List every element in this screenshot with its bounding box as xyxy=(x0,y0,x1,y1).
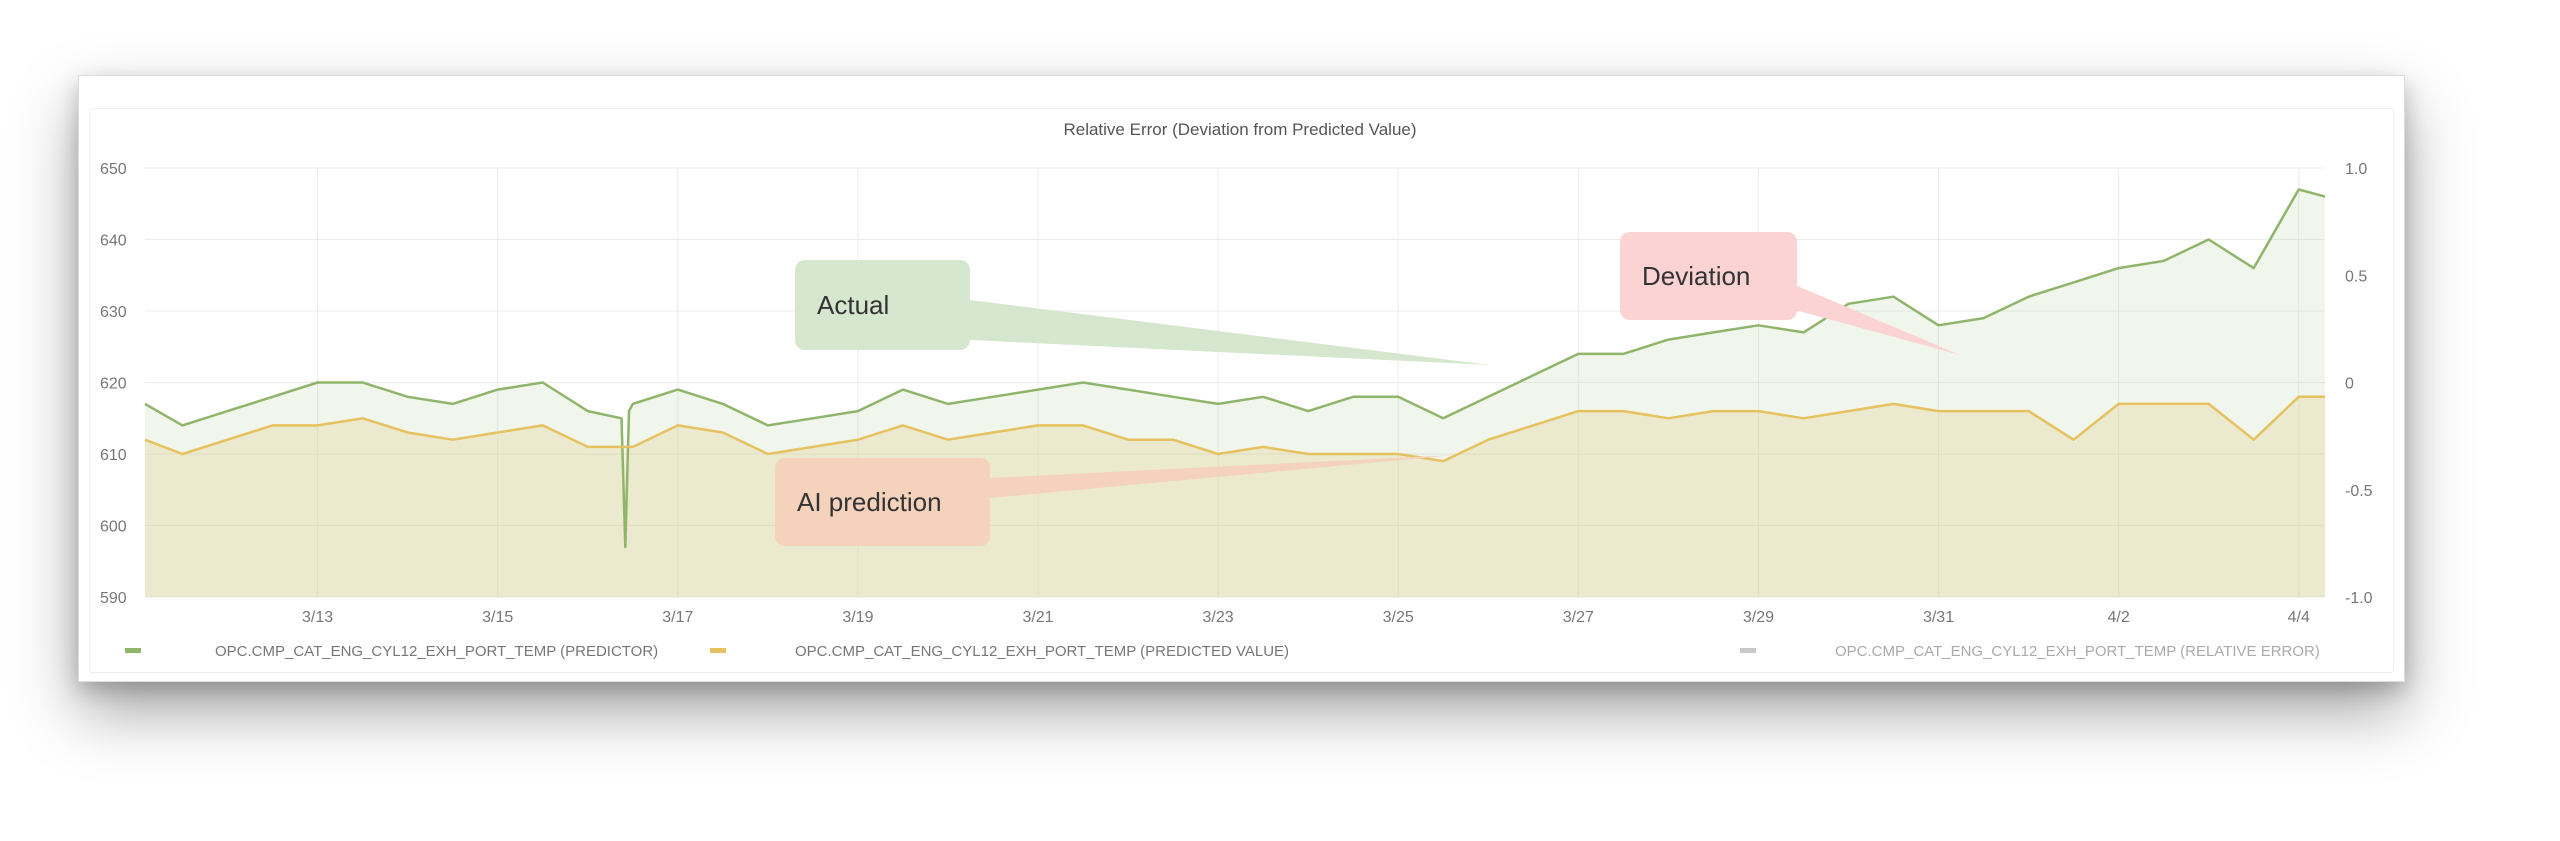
y-left-tick-label: 610 xyxy=(100,447,127,464)
y-right-tick-label: 0 xyxy=(2345,376,2354,393)
x-tick-label: 3/21 xyxy=(1022,609,1053,626)
x-tick-label: 3/25 xyxy=(1383,609,1414,626)
callout-deviation-pointer xyxy=(1795,285,1960,355)
y-left-tick-label: 650 xyxy=(100,161,127,178)
x-tick-label: 4/4 xyxy=(2288,609,2310,626)
series-area-1 xyxy=(145,396,2325,597)
chart-panel xyxy=(78,75,2405,682)
x-tick-label: 3/19 xyxy=(842,609,873,626)
x-tick-label: 3/17 xyxy=(662,609,693,626)
y-left-tick-label: 590 xyxy=(100,590,127,607)
y-right-tick-label: 0.5 xyxy=(2345,268,2367,285)
x-tick-label: 3/13 xyxy=(302,609,333,626)
y-left-tick-label: 630 xyxy=(100,304,127,321)
x-tick-label: 4/2 xyxy=(2108,609,2130,626)
grid xyxy=(145,167,2325,598)
chart-panel-body xyxy=(89,108,2394,673)
series-line-0 xyxy=(144,188,2326,549)
callout-ai-prediction-label: AI prediction xyxy=(797,486,942,517)
x-tick-label: 3/29 xyxy=(1743,609,1774,626)
y-right-tick-label: -0.5 xyxy=(2345,483,2373,500)
series-line-1 xyxy=(144,395,2325,463)
y-left-tick-label: 640 xyxy=(100,233,127,250)
y-right-tick-label: -1.0 xyxy=(2345,590,2373,607)
callout-actual: Actual xyxy=(795,260,970,350)
y-left-tick-label: 600 xyxy=(100,519,127,536)
y-left-tick-label: 620 xyxy=(100,376,127,393)
callout-ai-prediction-pointer xyxy=(990,455,1455,498)
series-area-0 xyxy=(145,189,2325,597)
y-right-tick-label: 1.0 xyxy=(2345,161,2367,178)
x-tick-label: 3/23 xyxy=(1203,609,1234,626)
x-tick-label: 3/15 xyxy=(482,609,513,626)
x-tick-label: 3/31 xyxy=(1923,609,1954,626)
callout-actual-label: Actual xyxy=(817,289,890,320)
legend: OPC.CMP_CAT_ENG_CYL12_EXH_PORT_TEMP (PRE… xyxy=(125,643,2320,660)
legend-swatch[interactable] xyxy=(125,648,141,653)
legend-label[interactable]: OPC.CMP_CAT_ENG_CYL12_EXH_PORT_TEMP (PRE… xyxy=(215,643,658,660)
callout-actual-pointer xyxy=(970,300,1490,365)
callout-ai-prediction: AI prediction xyxy=(775,458,990,546)
legend-label[interactable]: OPC.CMP_CAT_ENG_CYL12_EXH_PORT_TEMP (REL… xyxy=(1835,643,2320,660)
callout-deviation: Deviation xyxy=(1620,232,1797,320)
chart-title: Relative Error (Deviation from Predicted… xyxy=(1063,120,1416,139)
legend-swatch[interactable] xyxy=(710,648,726,653)
legend-swatch[interactable] xyxy=(1740,648,1756,653)
callout-deviation-label: Deviation xyxy=(1642,260,1751,291)
legend-label[interactable]: OPC.CMP_CAT_ENG_CYL12_EXH_PORT_TEMP (PRE… xyxy=(795,643,1289,660)
x-tick-label: 3/27 xyxy=(1563,609,1594,626)
